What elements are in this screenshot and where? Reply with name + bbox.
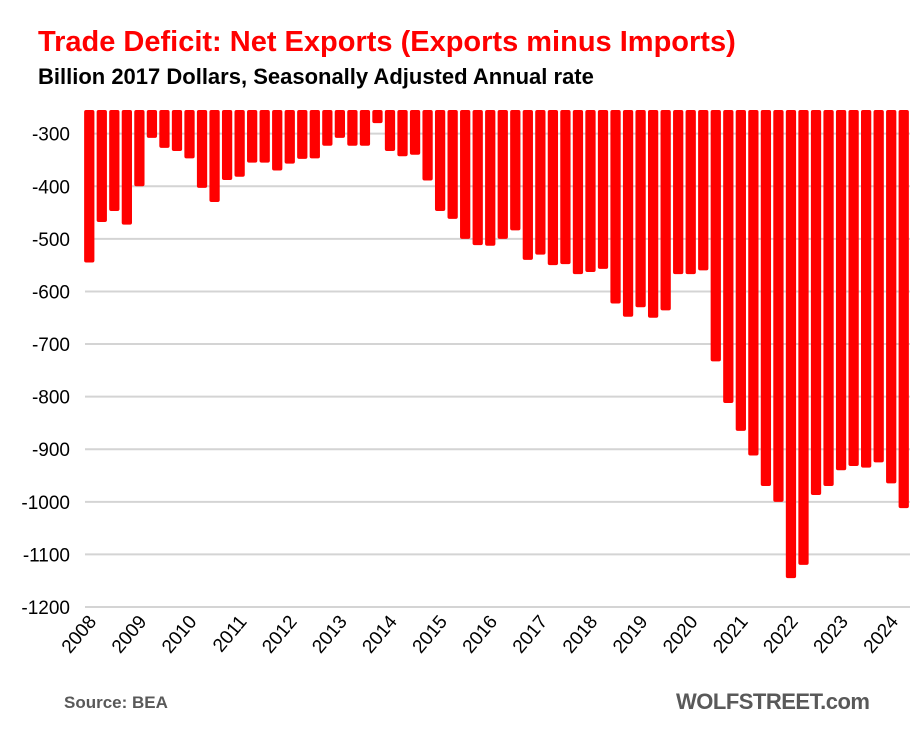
- bar: [334, 110, 346, 138]
- bar: [723, 110, 734, 403]
- x-tick-label: 2022: [760, 612, 803, 658]
- x-tick-label: 2012: [258, 612, 301, 658]
- chart-title: Trade Deficit: Net Exports (Exports minu…: [38, 26, 736, 58]
- y-tick-label: -800: [32, 388, 70, 409]
- bar: [146, 110, 158, 138]
- bar: [234, 110, 245, 177]
- bar: [409, 110, 421, 155]
- brand-logo-text: WOLFSTREET.com: [676, 689, 870, 714]
- bar: [184, 110, 195, 159]
- bar: [460, 110, 471, 239]
- bar: [560, 110, 571, 265]
- y-tick-label: -1100: [23, 545, 70, 566]
- bar: [710, 110, 721, 362]
- x-tick-label: 2019: [609, 612, 652, 658]
- bar: [798, 110, 809, 565]
- x-tick-label: 2013: [308, 612, 351, 658]
- x-tick-label: 2015: [409, 612, 452, 658]
- x-tick-label: 2023: [810, 612, 853, 658]
- bar: [109, 110, 120, 211]
- x-tick-label: 2016: [459, 612, 502, 658]
- bar: [347, 110, 358, 146]
- bar: [272, 110, 283, 171]
- source-note: Source: BEA: [64, 693, 168, 712]
- y-tick-label: -1200: [21, 598, 70, 619]
- bar: [259, 110, 270, 163]
- y-tick-label: -600: [32, 282, 70, 303]
- bar: [597, 110, 609, 269]
- bar: [297, 110, 308, 159]
- bar: [497, 110, 508, 239]
- x-tick-label: 2011: [209, 612, 251, 657]
- bar: [221, 110, 233, 180]
- bar: [898, 110, 909, 509]
- y-tick-label: -900: [32, 440, 70, 461]
- bar: [447, 110, 458, 219]
- bar: [372, 110, 383, 124]
- bar: [134, 110, 145, 187]
- bar: [209, 110, 220, 203]
- x-tick-label: 2017: [509, 612, 552, 658]
- bar: [810, 110, 822, 495]
- bar: [322, 110, 333, 146]
- y-tick-label: -300: [32, 125, 70, 146]
- bar: [660, 110, 671, 311]
- bar: [510, 110, 521, 231]
- x-tick-label: 2018: [559, 612, 602, 658]
- bar: [835, 110, 847, 471]
- y-tick-label: -500: [32, 230, 70, 251]
- y-tick-label: -700: [32, 335, 70, 356]
- y-tick-label: -400: [32, 177, 70, 198]
- bar: [698, 110, 709, 271]
- x-tick-label: 2014: [359, 611, 403, 657]
- bar: [635, 110, 646, 308]
- bar: [485, 110, 496, 246]
- bar: [610, 110, 621, 304]
- bar: [685, 110, 696, 275]
- bar: [585, 110, 596, 272]
- bar: [359, 110, 371, 146]
- bar: [159, 110, 170, 148]
- bar: [247, 110, 258, 163]
- bar: [647, 110, 659, 318]
- bar: [522, 110, 533, 260]
- bar: [472, 110, 483, 246]
- bar: [284, 110, 295, 164]
- y-tick-label: -1000: [21, 493, 70, 514]
- bar: [622, 110, 634, 317]
- bar: [773, 110, 784, 502]
- bar: [760, 110, 772, 487]
- bar: [535, 110, 546, 255]
- bar: [397, 110, 408, 157]
- bar: [861, 110, 872, 468]
- bar: [309, 110, 320, 159]
- bar: [84, 110, 95, 263]
- x-tick-label: 2024: [860, 611, 904, 657]
- bar: [785, 110, 797, 579]
- bar: [673, 110, 684, 275]
- bar: [886, 110, 897, 484]
- x-tick-label: 2009: [108, 612, 151, 658]
- bar: [572, 110, 584, 275]
- bar: [735, 110, 746, 431]
- bar: [121, 110, 132, 225]
- bar: [422, 110, 433, 181]
- x-tick-label: 2010: [158, 612, 201, 658]
- chart-subtitle: Billion 2017 Dollars, Seasonally Adjuste…: [38, 64, 594, 89]
- x-tick-label: 2021: [709, 612, 752, 658]
- bar: [848, 110, 859, 467]
- bar: [434, 110, 446, 211]
- x-tick-label: 2020: [659, 612, 702, 658]
- bar: [196, 110, 208, 188]
- bar: [823, 110, 834, 487]
- bar: [547, 110, 559, 266]
- bar: [384, 110, 396, 152]
- bar: [96, 110, 107, 223]
- bar: [171, 110, 183, 152]
- bar: [873, 110, 884, 463]
- bar: [748, 110, 759, 456]
